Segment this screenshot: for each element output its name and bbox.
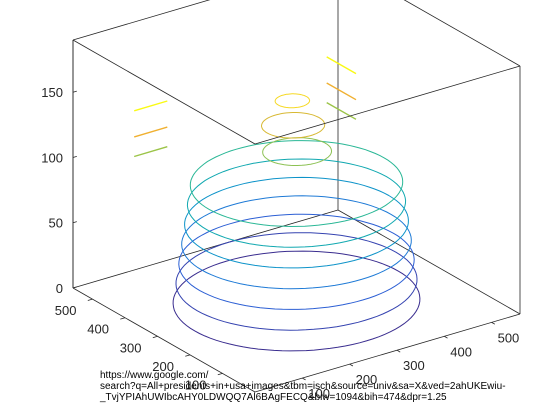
z-tick-mark xyxy=(72,286,77,289)
z-tick-label: 150 xyxy=(41,85,63,100)
box-edge xyxy=(72,39,256,145)
y-tick-label: 500 xyxy=(55,303,77,318)
contour-level-45 xyxy=(181,195,412,290)
contour-level-30 xyxy=(178,213,415,310)
y-tick-label: 100 xyxy=(185,377,207,392)
axes-box-front xyxy=(72,39,521,393)
x-tick-label: 500 xyxy=(498,330,520,345)
x-tick-label: 200 xyxy=(356,372,378,387)
contour-lines xyxy=(134,56,421,352)
contour-streak-2 xyxy=(134,126,168,138)
x-tick-mark xyxy=(491,322,496,325)
z-tick-label: 0 xyxy=(56,281,63,296)
y-tick-label: 200 xyxy=(152,359,174,374)
box-edge xyxy=(72,0,211,41)
x-tick-mark xyxy=(349,363,354,367)
box-edge xyxy=(254,65,521,145)
contour-streak-5 xyxy=(326,82,357,101)
y-tick-mark xyxy=(87,298,93,301)
contour-level-0 xyxy=(172,250,421,352)
axes-box-back xyxy=(72,0,521,315)
x-tick-label: 400 xyxy=(450,344,472,359)
z-tick-mark xyxy=(72,90,77,93)
caption-line-1: https://www.google.com/ xyxy=(100,370,209,381)
caption-line-2: search?q=All+presidents+in+usa+images&tb… xyxy=(100,381,506,392)
x-tick-mark xyxy=(396,349,401,353)
contour-level-150 xyxy=(274,93,311,109)
z-tick-label: 100 xyxy=(41,151,63,166)
y-tick-mark xyxy=(120,317,126,320)
source-url-caption: https://www.google.com/ search?q=All+pre… xyxy=(100,370,550,403)
x-tick-mark xyxy=(302,377,306,381)
y-tick-mark xyxy=(152,335,158,339)
y-tick-label: 400 xyxy=(87,322,109,337)
caption-line-3: _TvjYPIAhUWIbcAHY0LDWQQ7Al6BAgFECQ&biw=1… xyxy=(100,392,447,403)
contour-level-15 xyxy=(175,232,418,331)
contour-streak-3 xyxy=(134,146,168,158)
x-tick-label: 300 xyxy=(403,358,425,373)
axis-ticks: 100 200 300 400 500 100 200 300 400 500 0 50 100 150 xyxy=(41,85,519,401)
box-edge xyxy=(403,0,521,67)
x-tick-label: 100 xyxy=(308,386,330,401)
contour-level-130 xyxy=(260,112,326,139)
y-tick-mark xyxy=(217,373,223,376)
contour-level-60 xyxy=(184,176,409,269)
z-tick-mark xyxy=(72,221,77,224)
x-axis-line xyxy=(254,313,521,393)
box-edge xyxy=(72,209,339,289)
box-edge xyxy=(337,209,521,315)
z-tick-mark xyxy=(72,156,77,158)
contour-streak-4 xyxy=(326,56,357,75)
y-tick-mark xyxy=(185,354,191,357)
contour-streak-1 xyxy=(134,100,168,112)
z-tick-label: 50 xyxy=(49,216,63,231)
x-tick-mark xyxy=(444,335,448,339)
y-axis-line xyxy=(72,287,256,393)
contour-level-75 xyxy=(186,158,407,248)
contour-streak-6 xyxy=(326,101,357,120)
y-tick-label: 300 xyxy=(120,340,142,355)
contour-level-90 xyxy=(189,140,404,228)
